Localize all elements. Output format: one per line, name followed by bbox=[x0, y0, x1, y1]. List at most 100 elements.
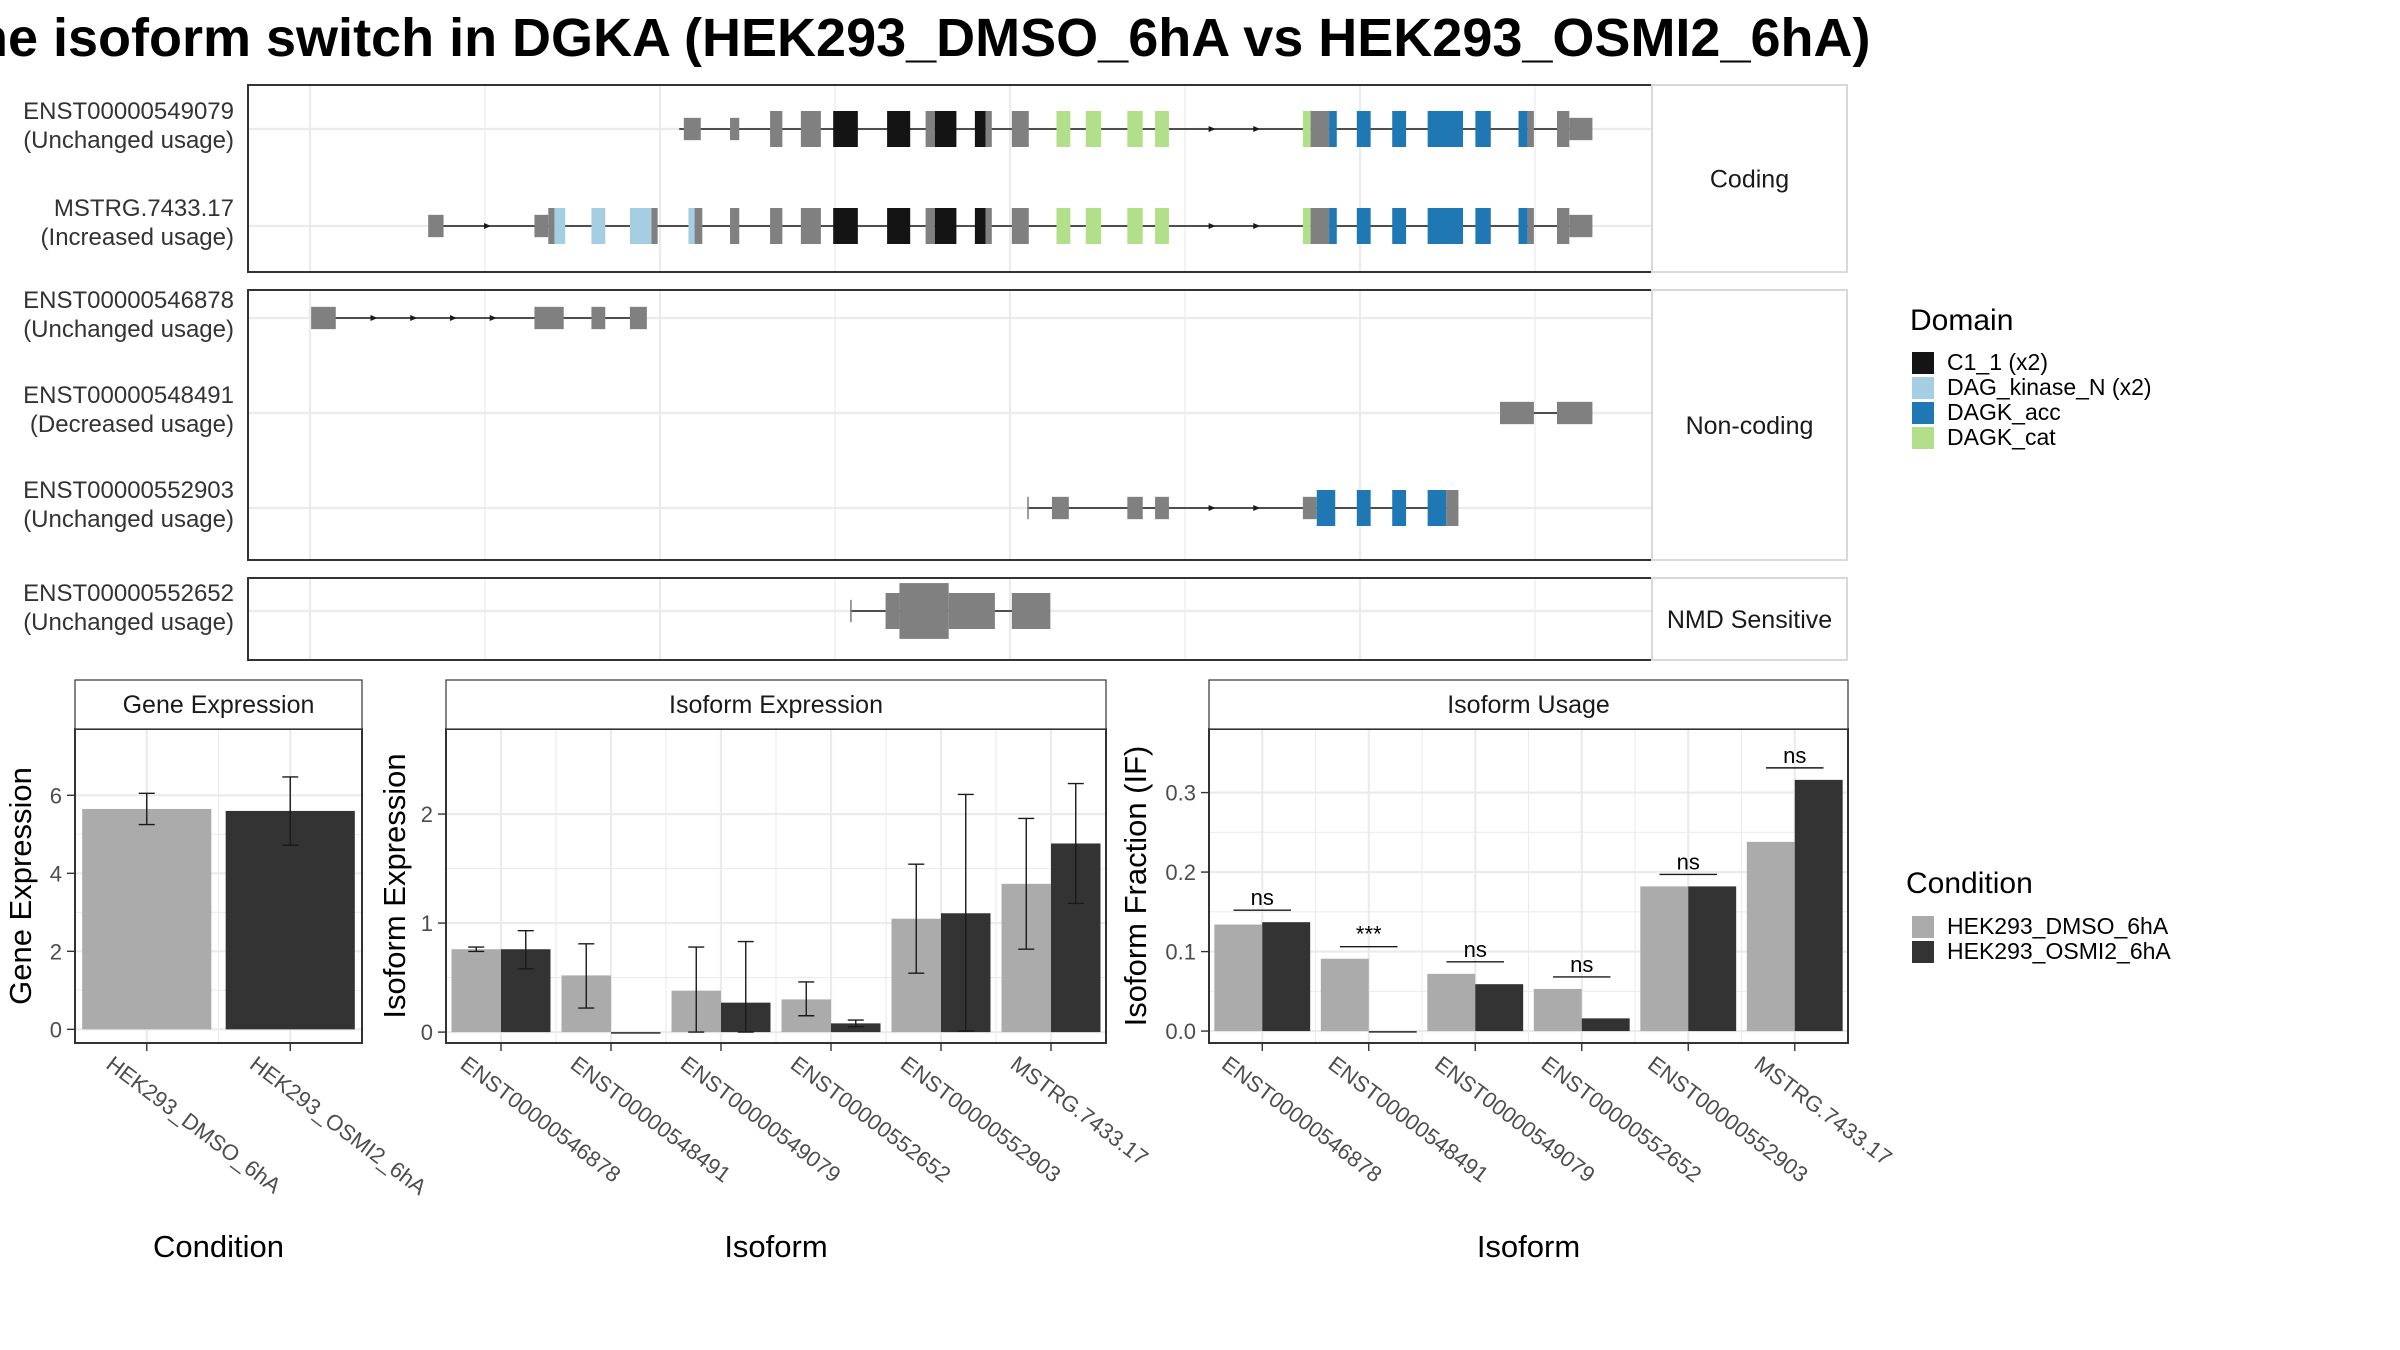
exon-domain-DAG_kinase_N bbox=[591, 208, 606, 244]
exon-domain-DAGK_acc bbox=[1356, 111, 1371, 147]
exon-domain-DAG_kinase_N bbox=[629, 208, 652, 244]
exon bbox=[311, 306, 336, 330]
bar-ENST00000546878-HEK293_DMSO_6hA bbox=[451, 949, 501, 1033]
exon bbox=[1310, 111, 1330, 147]
isoform-id-label: ENST00000546878 bbox=[23, 287, 234, 314]
exon bbox=[1527, 208, 1534, 244]
legend-swatch-DAGK_cat bbox=[1912, 427, 1934, 449]
exon bbox=[1569, 214, 1593, 238]
strand-arrow bbox=[484, 223, 492, 229]
exon bbox=[770, 208, 783, 244]
significance-label: ns bbox=[1783, 743, 1806, 768]
exon bbox=[1500, 401, 1534, 425]
strand-arrow bbox=[370, 315, 378, 321]
isoform-usage-label: (Decreased usage) bbox=[30, 411, 234, 438]
exon-domain-C1_1 bbox=[887, 208, 911, 244]
bar-HEK293_OSMI2_6hA-HEK293_OSMI2_6hA bbox=[225, 810, 355, 1030]
exon bbox=[651, 208, 658, 244]
exon bbox=[1011, 208, 1029, 244]
significance-label: ns bbox=[1464, 937, 1487, 962]
exon bbox=[1446, 490, 1459, 526]
exon-domain-DAGK_acc bbox=[1329, 208, 1337, 244]
exon-domain-DAGK_acc bbox=[1427, 111, 1464, 147]
exon-domain-C1_1 bbox=[887, 111, 911, 147]
exon bbox=[850, 599, 852, 623]
strand-arrow bbox=[1208, 223, 1216, 229]
exon bbox=[1557, 208, 1570, 244]
exon-domain-DAGK_cat bbox=[1155, 208, 1169, 244]
isoform-id-label: MSTRG.7433.17 bbox=[54, 195, 234, 222]
legend-swatch-DAG_kinase_N bbox=[1912, 377, 1934, 399]
gene-expression-chart: Gene Expression0246HEK293_DMSO_6hAHEK293… bbox=[3, 679, 431, 1264]
y-tick-label: 4 bbox=[50, 861, 62, 886]
exon bbox=[1302, 496, 1317, 520]
exon-domain-DAGK_acc bbox=[1475, 208, 1491, 244]
bar-ENST00000549079-HEK293_OSMI2_6hA bbox=[1475, 984, 1524, 1032]
isoform-expression-chart: Isoform Expression012ENST00000546878ENST… bbox=[377, 679, 1153, 1264]
y-tick-label: 0.3 bbox=[1165, 781, 1196, 806]
facet-strip bbox=[1651, 289, 1848, 561]
bar-ENST00000546878-HEK293_OSMI2_6hA bbox=[1262, 922, 1311, 1032]
exon-domain-DAGK_cat bbox=[1302, 208, 1311, 244]
legend-title: Domain bbox=[1910, 304, 2013, 337]
structure-panel-bg bbox=[248, 290, 1652, 560]
legend-title: Condition bbox=[1906, 867, 2033, 900]
exon-domain-DAGK_acc bbox=[1475, 111, 1491, 147]
bar-ENST00000546878-HEK293_DMSO_6hA bbox=[1214, 924, 1263, 1032]
exon bbox=[925, 111, 935, 147]
y-tick-label: 0.0 bbox=[1165, 1019, 1196, 1044]
exon-domain-DAGK_acc bbox=[1518, 111, 1528, 147]
legend-swatch-C1_1 bbox=[1912, 352, 1934, 374]
chart-title: Gene Expression bbox=[123, 691, 315, 719]
exon-domain-DAGK_cat bbox=[1056, 111, 1071, 147]
bar-ENST00000548491-HEK293_OSMI2_6hA bbox=[1368, 1031, 1417, 1033]
x-axis-title: Condition bbox=[153, 1229, 284, 1264]
exon-domain-DAGK_cat bbox=[1302, 111, 1311, 147]
exon-domain-DAGK_cat bbox=[1127, 208, 1143, 244]
y-axis-title: Isoform Expression bbox=[377, 753, 412, 1018]
legend-label: DAGK_acc bbox=[1947, 399, 2061, 425]
exon bbox=[1011, 111, 1029, 147]
facet-strip-label: Non-coding bbox=[1686, 412, 1814, 440]
exon bbox=[1011, 593, 1051, 629]
exon-domain-C1_1 bbox=[934, 208, 957, 244]
facet-strip-label: NMD Sensitive bbox=[1667, 606, 1832, 634]
chart-title: Isoform Expression bbox=[669, 691, 883, 719]
y-tick-label: 2 bbox=[421, 802, 433, 827]
exon-domain-DAGK_acc bbox=[1427, 208, 1464, 244]
exon-domain-DAGK_acc bbox=[1329, 111, 1337, 147]
exon-domain-C1_1 bbox=[833, 208, 858, 244]
domain-legend: Domain C1_1 (x2)DAG_kinase_N (x2)DAGK_acc… bbox=[1910, 304, 2152, 450]
exon bbox=[1527, 111, 1534, 147]
legend-label: HEK293_OSMI2_6hA bbox=[1947, 938, 2171, 964]
exon bbox=[591, 306, 606, 330]
bar-HEK293_DMSO_6hA-HEK293_DMSO_6hA bbox=[82, 808, 212, 1030]
exon bbox=[629, 306, 647, 330]
exon bbox=[800, 208, 821, 244]
exon bbox=[948, 593, 995, 629]
y-tick-label: 0 bbox=[421, 1020, 433, 1045]
strand-arrow bbox=[1253, 223, 1261, 229]
exon bbox=[1557, 111, 1570, 147]
y-tick-label: 0 bbox=[50, 1017, 62, 1042]
strand-arrow bbox=[489, 315, 497, 321]
isoform-usage-label: (Unchanged usage) bbox=[23, 127, 234, 154]
isoform-usage-label: (Unchanged usage) bbox=[23, 506, 234, 533]
exon bbox=[985, 208, 992, 244]
exon-domain-C1_1 bbox=[974, 111, 986, 147]
exon bbox=[730, 117, 740, 141]
strand-arrow bbox=[410, 315, 418, 321]
y-tick-label: 6 bbox=[50, 783, 62, 808]
strand-arrow bbox=[1253, 505, 1261, 511]
strand-arrow bbox=[1253, 126, 1261, 132]
strand-arrow bbox=[1208, 505, 1216, 511]
bar-ENST00000548491-HEK293_DMSO_6hA bbox=[1320, 958, 1369, 1032]
exon bbox=[985, 111, 992, 147]
exon bbox=[885, 593, 900, 629]
bar-ENST00000548491-HEK293_OSMI2_6hA bbox=[611, 1032, 661, 1034]
bar-ENST00000552903-HEK293_OSMI2_6hA bbox=[1688, 886, 1737, 1032]
y-tick-label: 0.2 bbox=[1165, 860, 1196, 885]
isoform-usage-label: (Unchanged usage) bbox=[23, 609, 234, 636]
y-tick-label: 1 bbox=[421, 911, 433, 936]
exon-domain-DAG_kinase_N bbox=[688, 208, 695, 244]
